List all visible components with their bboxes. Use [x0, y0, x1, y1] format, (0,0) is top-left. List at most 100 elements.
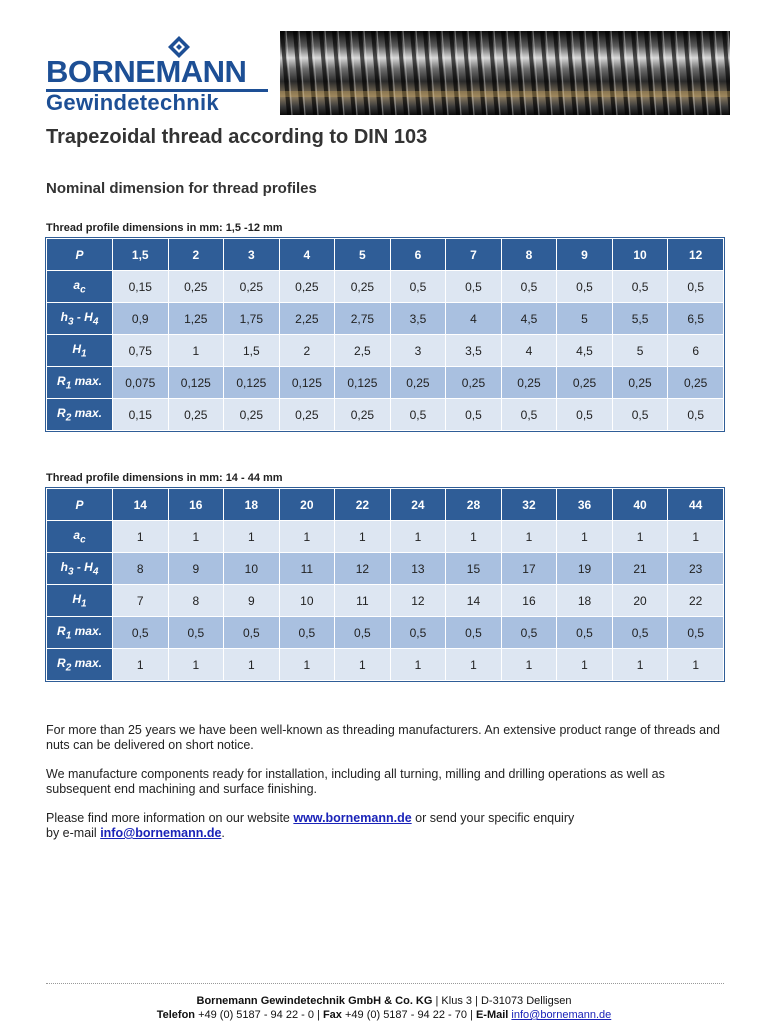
row-label: H1 — [46, 584, 113, 617]
table-cell: 15 — [445, 552, 502, 585]
table-cell: 0,15 — [112, 270, 169, 303]
footer-sep: | — [432, 995, 442, 1007]
row-symbol-suffix: - H — [73, 309, 93, 324]
table-cell: 0,25 — [334, 398, 391, 431]
table-cell: 1 — [389, 520, 447, 553]
row-symbol-subscript: 1 — [81, 598, 87, 610]
table-cell: 5,5 — [611, 302, 669, 335]
footer-address: Bornemann Gewindetechnik GmbH & Co. KG |… — [0, 995, 768, 1007]
row-label: R2 max. — [46, 648, 113, 681]
website-link[interactable]: www.bornemann.de — [293, 811, 412, 825]
page-title: Trapezoidal thread according to DIN 103 — [46, 126, 428, 148]
table-cell: 4 — [445, 302, 502, 335]
intro-paragraph: For more than 25 years we have been well… — [46, 723, 720, 752]
table-cell: 1 — [611, 520, 669, 553]
brand-tagline: Gewindetechnik — [46, 90, 219, 115]
table-cell: 2,25 — [278, 302, 336, 335]
contact-text-a: Please find more information on our webs… — [46, 811, 294, 825]
table-cell: 1 — [223, 648, 280, 681]
table-cell: 13 — [389, 552, 447, 585]
pitch-value: 16 — [167, 488, 225, 521]
table-cell: 14 — [445, 584, 502, 617]
table-row: R1 max. 0,075 0,125 0,125 0,125 0,125 0,25 0,25… — [46, 366, 724, 399]
row-symbol-subscript: 3 — [67, 566, 74, 578]
table-cell: 11 — [278, 552, 336, 585]
row-label: H1 — [46, 334, 113, 367]
row-label: ac — [46, 520, 113, 553]
table-cell: 0,5 — [445, 398, 502, 431]
section-subtitle: Nominal dimension for thread profiles — [46, 180, 317, 197]
footer-email-link[interactable]: info@bornemann.de — [511, 1009, 612, 1021]
table-cell: 0,5 — [556, 398, 613, 431]
row-symbol-suffix: max. — [71, 655, 102, 670]
table-cell: 1 — [334, 648, 391, 681]
table-cell: 5 — [556, 302, 613, 335]
row-label: ac — [46, 270, 113, 303]
threaded-rod-image — [280, 31, 730, 115]
table-cell: 0,5 — [112, 616, 169, 649]
table-cell: 6 — [667, 334, 724, 367]
row-symbol: R — [57, 623, 66, 638]
table-cell: 22 — [667, 584, 724, 617]
table-cell: 3 — [389, 334, 447, 367]
table-cell: 0,25 — [611, 366, 669, 399]
table-cell: 1 — [611, 648, 669, 681]
table-cell: 1 — [334, 520, 391, 553]
table-cell: 0,5 — [445, 616, 502, 649]
footer-contact: Telefon +49 (0) 5187 - 94 22 - 0 | Fax +… — [0, 1009, 768, 1021]
table-cell: 3,5 — [389, 302, 447, 335]
table-cell: 0,5 — [389, 398, 447, 431]
pitch-value: 28 — [445, 488, 502, 521]
table-cell: 0,5 — [167, 616, 225, 649]
table-cell: 1 — [667, 648, 724, 681]
company-logo: BORNEMANN Gewindetechnik — [46, 36, 270, 115]
row-label: h3 - H4 — [46, 552, 113, 585]
table-cell: 0,5 — [667, 398, 724, 431]
footer-fax: +49 (0) 5187 - 94 22 - 70 | — [341, 1009, 476, 1021]
table-cell: 0,25 — [223, 398, 280, 431]
row-label-pitch: P — [46, 488, 113, 521]
threaded-rod-photo — [280, 31, 730, 115]
footer-phone: +49 (0) 5187 - 94 22 - 0 | — [195, 1009, 323, 1021]
row-symbol: R — [57, 405, 66, 420]
table-cell: 1 — [223, 520, 280, 553]
table-cell: 0,5 — [556, 270, 613, 303]
pitch-value: 44 — [667, 488, 724, 521]
table-cell: 1 — [112, 648, 169, 681]
email-link[interactable]: info@bornemann.de — [100, 826, 222, 840]
pitch-value: 7 — [445, 238, 502, 271]
table-cell: 0,25 — [389, 366, 447, 399]
row-symbol-subscript: 1 — [65, 380, 72, 392]
table-cell: 0,5 — [334, 616, 391, 649]
table-cell: 0,5 — [611, 616, 669, 649]
pitch-value: 8 — [500, 238, 558, 271]
table-cell: 0,5 — [667, 616, 724, 649]
thread-dimensions-table-small: P 1,5 2 3 4 5 6 7 8 9 10 12 ac 0,15 0,25 0,25 0,25 0,25 0,… — [45, 237, 725, 432]
table-cell: 0,5 — [278, 616, 336, 649]
pitch-value: 12 — [667, 238, 724, 271]
table-cell: 1 — [556, 520, 613, 553]
table-header-row: P 1,5 2 3 4 5 6 7 8 9 10 12 — [46, 238, 724, 271]
table-row: R1 max. 0,5 0,5 0,5 0,5 0,5 0,5 0,5 0,5 0,5 0,5 0,5 — [46, 616, 724, 649]
table-cell: 0,5 — [500, 616, 558, 649]
table-cell: 0,125 — [278, 366, 336, 399]
pitch-value: 14 — [112, 488, 169, 521]
pitch-value: 20 — [278, 488, 336, 521]
table-cell: 1,75 — [223, 302, 280, 335]
table-cell: 4,5 — [500, 302, 558, 335]
table-cell: 11 — [334, 584, 391, 617]
brand-name: BORNEMANN — [46, 54, 247, 89]
row-symbol: a — [73, 277, 81, 292]
table-cell: 16 — [500, 584, 558, 617]
table-cell: 5 — [611, 334, 669, 367]
table-cell: 2,75 — [334, 302, 391, 335]
table-cell: 8 — [167, 584, 225, 617]
table-cell: 1 — [556, 648, 613, 681]
table-cell: 12 — [334, 552, 391, 585]
table-header-row: P 14 16 18 20 22 24 28 32 36 40 44 — [46, 488, 724, 521]
table-row: h3 - H4 8 9 10 11 12 13 15 17 19 21 23 — [46, 552, 724, 585]
footer-fax-label: Fax — [322, 1009, 342, 1021]
row-label: R1 max. — [46, 616, 113, 649]
table-cell: 0,125 — [334, 366, 391, 399]
contact-paragraph: Please find more information on our webs… — [46, 811, 726, 841]
